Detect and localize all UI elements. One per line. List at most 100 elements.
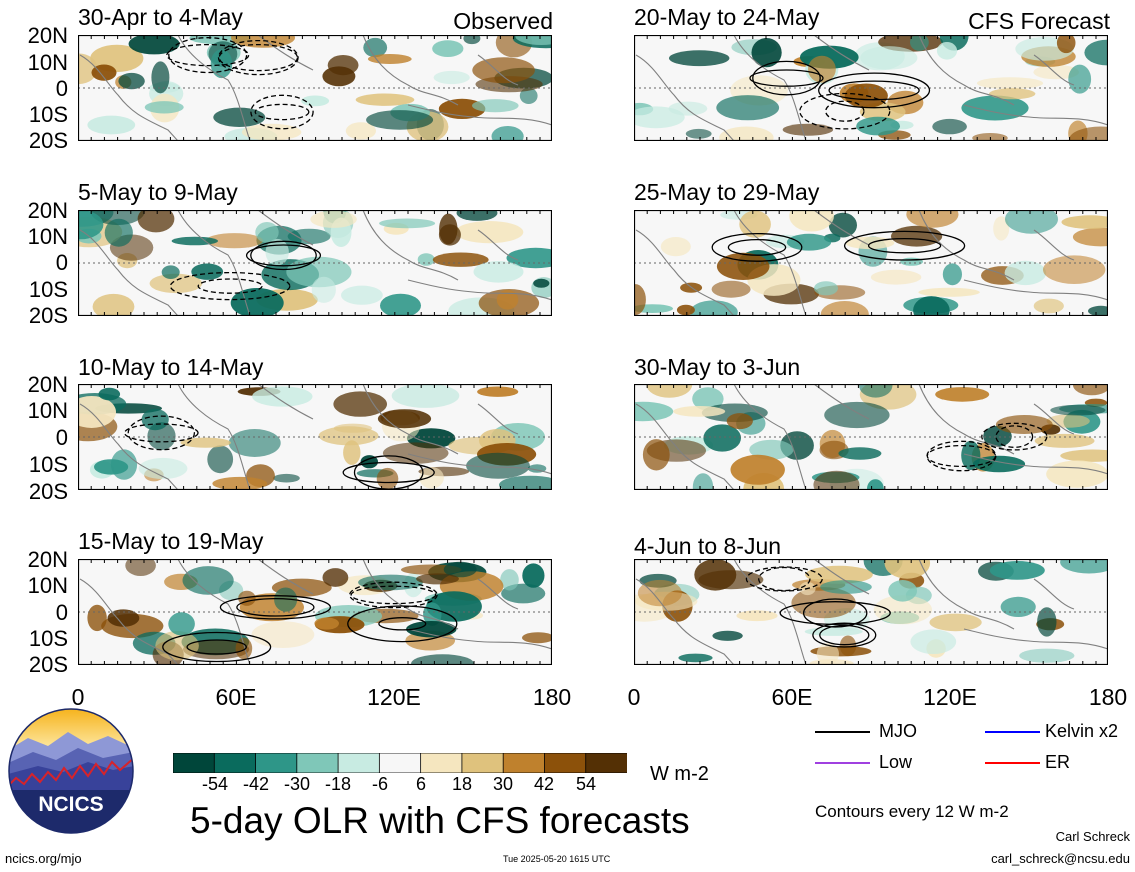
legend-mjo: MJO: [879, 721, 917, 741]
lat-label: 0: [55, 76, 68, 101]
colorbar-swatch: [461, 753, 505, 773]
mjo-contours: [169, 240, 322, 301]
lat-label: 20S: [28, 652, 68, 677]
ncics-logo: NCICS: [8, 708, 134, 834]
main-title: 5-day OLR with CFS forecasts: [190, 800, 690, 841]
panel-ticks: [78, 559, 541, 665]
lon-label: 0: [71, 684, 85, 710]
olr-anomaly-field: [78, 35, 552, 141]
lon-label: 120E: [367, 684, 421, 710]
panel-ticks: [78, 210, 541, 316]
coastlines: [635, 210, 1108, 316]
legend-line-kelvin: [985, 731, 1040, 733]
panel-frame: [78, 384, 552, 490]
author-name: Carl Schreck: [1055, 829, 1130, 844]
map-panel-left-4: [78, 559, 552, 665]
mjo-contours: [123, 415, 435, 490]
mjo-contours: [926, 422, 1048, 472]
coastlines: [635, 559, 1108, 665]
lon-label: 180: [532, 684, 572, 710]
colorbar-swatch: [213, 753, 257, 773]
lat-label: 0: [55, 250, 68, 275]
colorbar-swatch: [296, 753, 339, 773]
panel-frame: [78, 559, 552, 665]
lat-label: 10N: [27, 398, 68, 423]
panel-ticks: [634, 35, 1097, 141]
colorbar-label: -42: [242, 774, 269, 794]
panel-title-left-4: 15-May to 19-May: [78, 528, 264, 554]
panel-title-right-1: 20-May to 24-May: [634, 4, 820, 30]
map-panel-right-1: [634, 35, 1108, 141]
olr-anomaly-field: [634, 384, 1108, 490]
olr-anomaly-field: [78, 210, 552, 316]
panel-title-right-4: 4-Jun to 8-Jun: [634, 533, 782, 559]
panel-title-left-2: 5-May to 9-May: [78, 179, 238, 205]
panel-frame: [634, 35, 1108, 141]
lat-label: 20N: [27, 372, 68, 397]
lon-label: 60E: [771, 684, 813, 710]
mjo-contours: [711, 230, 966, 262]
lat-label: 0: [55, 425, 68, 450]
colorbar-label: 6: [415, 774, 426, 794]
legend-low: Low: [879, 752, 913, 772]
map-panel-left-3: [78, 384, 552, 490]
lat-label: 20N: [27, 23, 68, 48]
coastlines: [635, 384, 1108, 490]
footer-url: ncics.org/mjo: [5, 851, 82, 866]
observed-label: Observed: [453, 8, 553, 34]
map-panel-left-2: [78, 210, 552, 316]
coastlines: [79, 210, 552, 316]
olr-anomaly-field: [634, 559, 1108, 665]
map-panel-left-1: [78, 35, 552, 141]
lat-label: 20N: [27, 198, 68, 223]
footer-timestamp: Tue 2025-05-20 1615 UTC: [503, 854, 611, 864]
colorbar-label: -54: [201, 774, 228, 794]
panel-ticks: [634, 210, 1097, 316]
map-panel-right-4: [634, 559, 1108, 665]
legend-er: ER: [1045, 752, 1071, 772]
lon-label: 0: [627, 684, 641, 710]
colorbar-units: W m-2: [650, 763, 709, 785]
colorbar-swatch: [255, 753, 298, 773]
lat-label: 10S: [28, 102, 68, 127]
panel-ticks: [78, 384, 541, 490]
lat-label: 10S: [28, 452, 68, 477]
lat-label: 10S: [28, 277, 68, 302]
panel-title-left-1: 30-Apr to 4-May: [78, 4, 243, 30]
legend-line-low: [815, 762, 870, 764]
contour-note: Contours every 12 W m-2: [815, 802, 1009, 821]
lon-label: 60E: [215, 684, 257, 710]
logo-text: NCICS: [38, 793, 103, 816]
lat-label: 0: [55, 600, 68, 625]
legend-line-mjo: [815, 731, 870, 733]
lat-label: 10N: [27, 573, 68, 598]
lat-label: 20N: [27, 547, 68, 572]
colorbar-label: 18: [451, 774, 473, 794]
colorbar-label: 30: [492, 774, 514, 794]
colorbar-swatch: [337, 753, 381, 773]
panel-ticks: [78, 35, 541, 141]
colorbar-swatch: [585, 753, 627, 773]
lat-label: 20S: [28, 128, 68, 153]
author-email: carl_schreck@ncsu.edu: [991, 851, 1130, 866]
lat-label: 20S: [28, 479, 68, 504]
legend-line-er: [985, 762, 1040, 764]
panel-frame: [634, 559, 1108, 665]
panel-frame: [634, 210, 1108, 316]
colorbar-label: -6: [371, 774, 388, 794]
panel-frame: [78, 210, 552, 316]
panel-title-left-3: 10-May to 14-May: [78, 354, 264, 380]
map-panel-right-3: [634, 384, 1108, 490]
panel-frame: [634, 384, 1108, 490]
coastlines: [79, 35, 552, 141]
colorbar-swatch: [420, 753, 463, 773]
olr-anomaly-field: [87, 559, 552, 665]
map-panel-right-2: [634, 210, 1108, 316]
panel-ticks: [634, 384, 1097, 490]
panel-title-right-3: 30-May to 3-Jun: [634, 354, 801, 380]
lat-label: 10N: [27, 50, 68, 75]
colorbar: [173, 753, 627, 773]
colorbar-swatch: [173, 753, 216, 773]
colorbar-label: -30: [283, 774, 310, 794]
lon-label: 180: [1088, 684, 1128, 710]
